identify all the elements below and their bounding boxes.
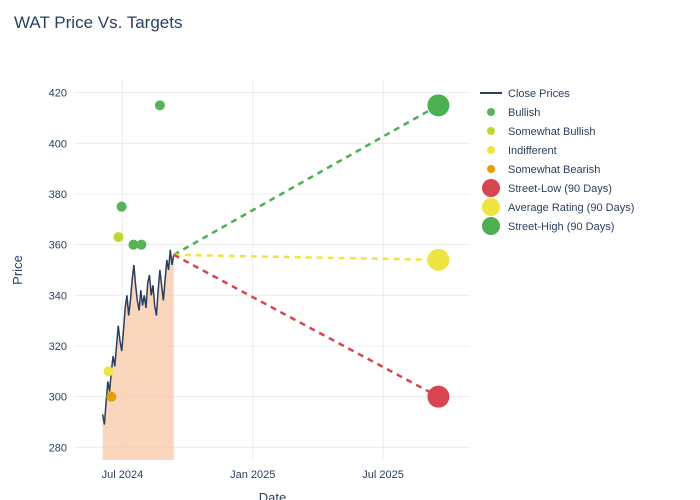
legend-label: Street-Low (90 Days) [508,183,612,195]
legend-swatch-dot [487,108,495,116]
legend-swatch-dot [487,165,495,173]
analyst-point [155,100,165,110]
y-tick-label: 400 [49,138,67,150]
legend-swatch-dot [482,198,500,216]
legend-label: Somewhat Bullish [508,126,595,138]
y-tick-label: 380 [49,189,67,201]
y-tick-label: 340 [49,290,67,302]
legend-swatch-dot [482,217,500,235]
x-axis-label: Date [259,490,286,500]
legend-label: Indifferent [508,145,557,157]
y-tick-label: 300 [49,392,67,404]
chart-container: WAT Price Vs. Targets 280 300 320 340 360 380 4… [0,0,700,500]
projection-marker [427,94,449,116]
legend-swatch-dot [487,146,495,154]
legend-swatch-dot [482,179,500,197]
chart-title: WAT Price Vs. Targets [14,13,182,32]
analyst-point [136,240,146,250]
legend-label: Average Rating (90 Days) [508,202,634,214]
x-tick-label: Jul 2025 [362,469,404,481]
y-tick-label: 280 [49,442,67,454]
projection-marker [427,386,449,408]
y-tick-label: 320 [49,341,67,353]
x-tick-label: Jan 2025 [230,469,275,481]
analyst-point [113,232,123,242]
analyst-point [104,366,114,376]
y-tick-label: 420 [49,88,67,100]
y-axis-label: Price [10,255,25,285]
legend-label: Street-High (90 Days) [508,221,614,233]
legend-swatch-dot [487,127,495,135]
analyst-point [117,202,127,212]
legend-label: Close Prices [508,88,570,100]
analyst-point [106,392,116,402]
legend-label: Bullish [508,107,540,119]
legend-label: Somewhat Bearish [508,164,600,176]
projection-marker [427,249,449,271]
price-targets-chart: WAT Price Vs. Targets 280 300 320 340 360 380 4… [0,0,700,500]
y-tick-label: 360 [49,240,67,252]
x-tick-label: Jul 2024 [102,469,144,481]
